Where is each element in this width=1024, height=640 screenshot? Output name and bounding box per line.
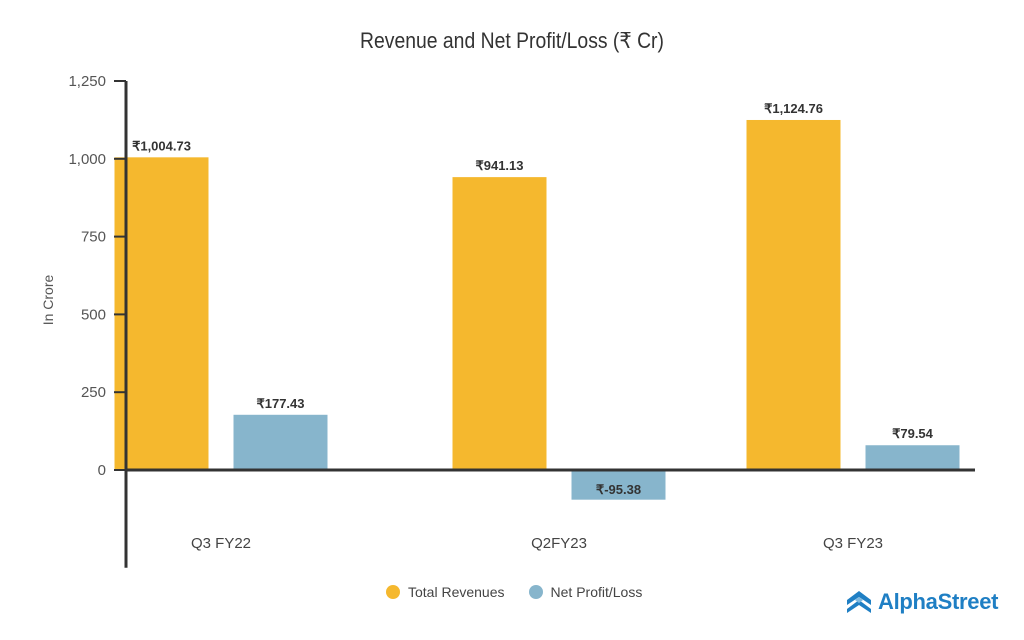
legend-swatch-total-revenues bbox=[386, 585, 400, 599]
legend-label-total-revenues: Total Revenues bbox=[408, 584, 505, 600]
bar-net-profit-loss-0 bbox=[233, 414, 328, 470]
x-tick-label-1: Q2FY23 bbox=[531, 535, 587, 552]
bar-total-revenues-1 bbox=[452, 177, 547, 470]
data-label-net-profit-loss-0: ₹177.43 bbox=[256, 396, 304, 411]
x-tick-label-2: Q3 FY23 bbox=[823, 535, 883, 552]
y-tick-label-3: 750 bbox=[81, 229, 106, 246]
legend: Total Revenues Net Profit/Loss bbox=[386, 584, 666, 600]
bars-group bbox=[114, 119, 960, 500]
bar-net-profit-loss-1 bbox=[571, 470, 666, 500]
data-label-total-revenues-2: ₹1,124.76 bbox=[764, 101, 823, 116]
data-label-total-revenues-0: ₹1,004.73 bbox=[132, 138, 191, 153]
data-label-total-revenues-1: ₹941.13 bbox=[475, 158, 523, 173]
bar-net-profit-loss-2 bbox=[865, 445, 960, 470]
bar-total-revenues-2 bbox=[746, 119, 841, 471]
legend-swatch-net-profit-loss bbox=[528, 585, 543, 599]
y-tick-label-1: 250 bbox=[81, 384, 106, 401]
y-tick-label-4: 1,000 bbox=[68, 151, 106, 168]
logo-text: AlphaStreet bbox=[878, 589, 999, 614]
labels-group: ₹1,004.73 ₹177.43 Q3 FY22 ₹941.13 ₹-95.38 Q2F… bbox=[68, 73, 933, 552]
axes-group bbox=[114, 80, 975, 568]
data-label-net-profit-loss-1: ₹-95.38 bbox=[596, 482, 641, 497]
y-tick-label-0: 0 bbox=[98, 462, 106, 479]
chart-title: Revenue and Net Profit/Loss (₹ Cr) bbox=[360, 28, 664, 53]
bar-total-revenues-0 bbox=[114, 157, 209, 471]
y-tick-label-5: 1,250 bbox=[68, 73, 106, 90]
y-axis-label: In Crore bbox=[40, 275, 56, 326]
legend-label-net-profit-loss: Net Profit/Loss bbox=[550, 584, 643, 600]
legend-item-net-profit-loss: Net Profit/Loss bbox=[528, 584, 643, 600]
x-tick-label-0: Q3 FY22 bbox=[191, 535, 251, 552]
y-tick-label-2: 500 bbox=[81, 306, 106, 323]
legend-item-total-revenues: Total Revenues bbox=[386, 584, 505, 600]
data-label-net-profit-loss-2: ₹79.54 bbox=[892, 426, 934, 441]
alphastreet-logo-icon bbox=[847, 591, 871, 613]
alphastreet-logo: AlphaStreet bbox=[846, 589, 998, 615]
